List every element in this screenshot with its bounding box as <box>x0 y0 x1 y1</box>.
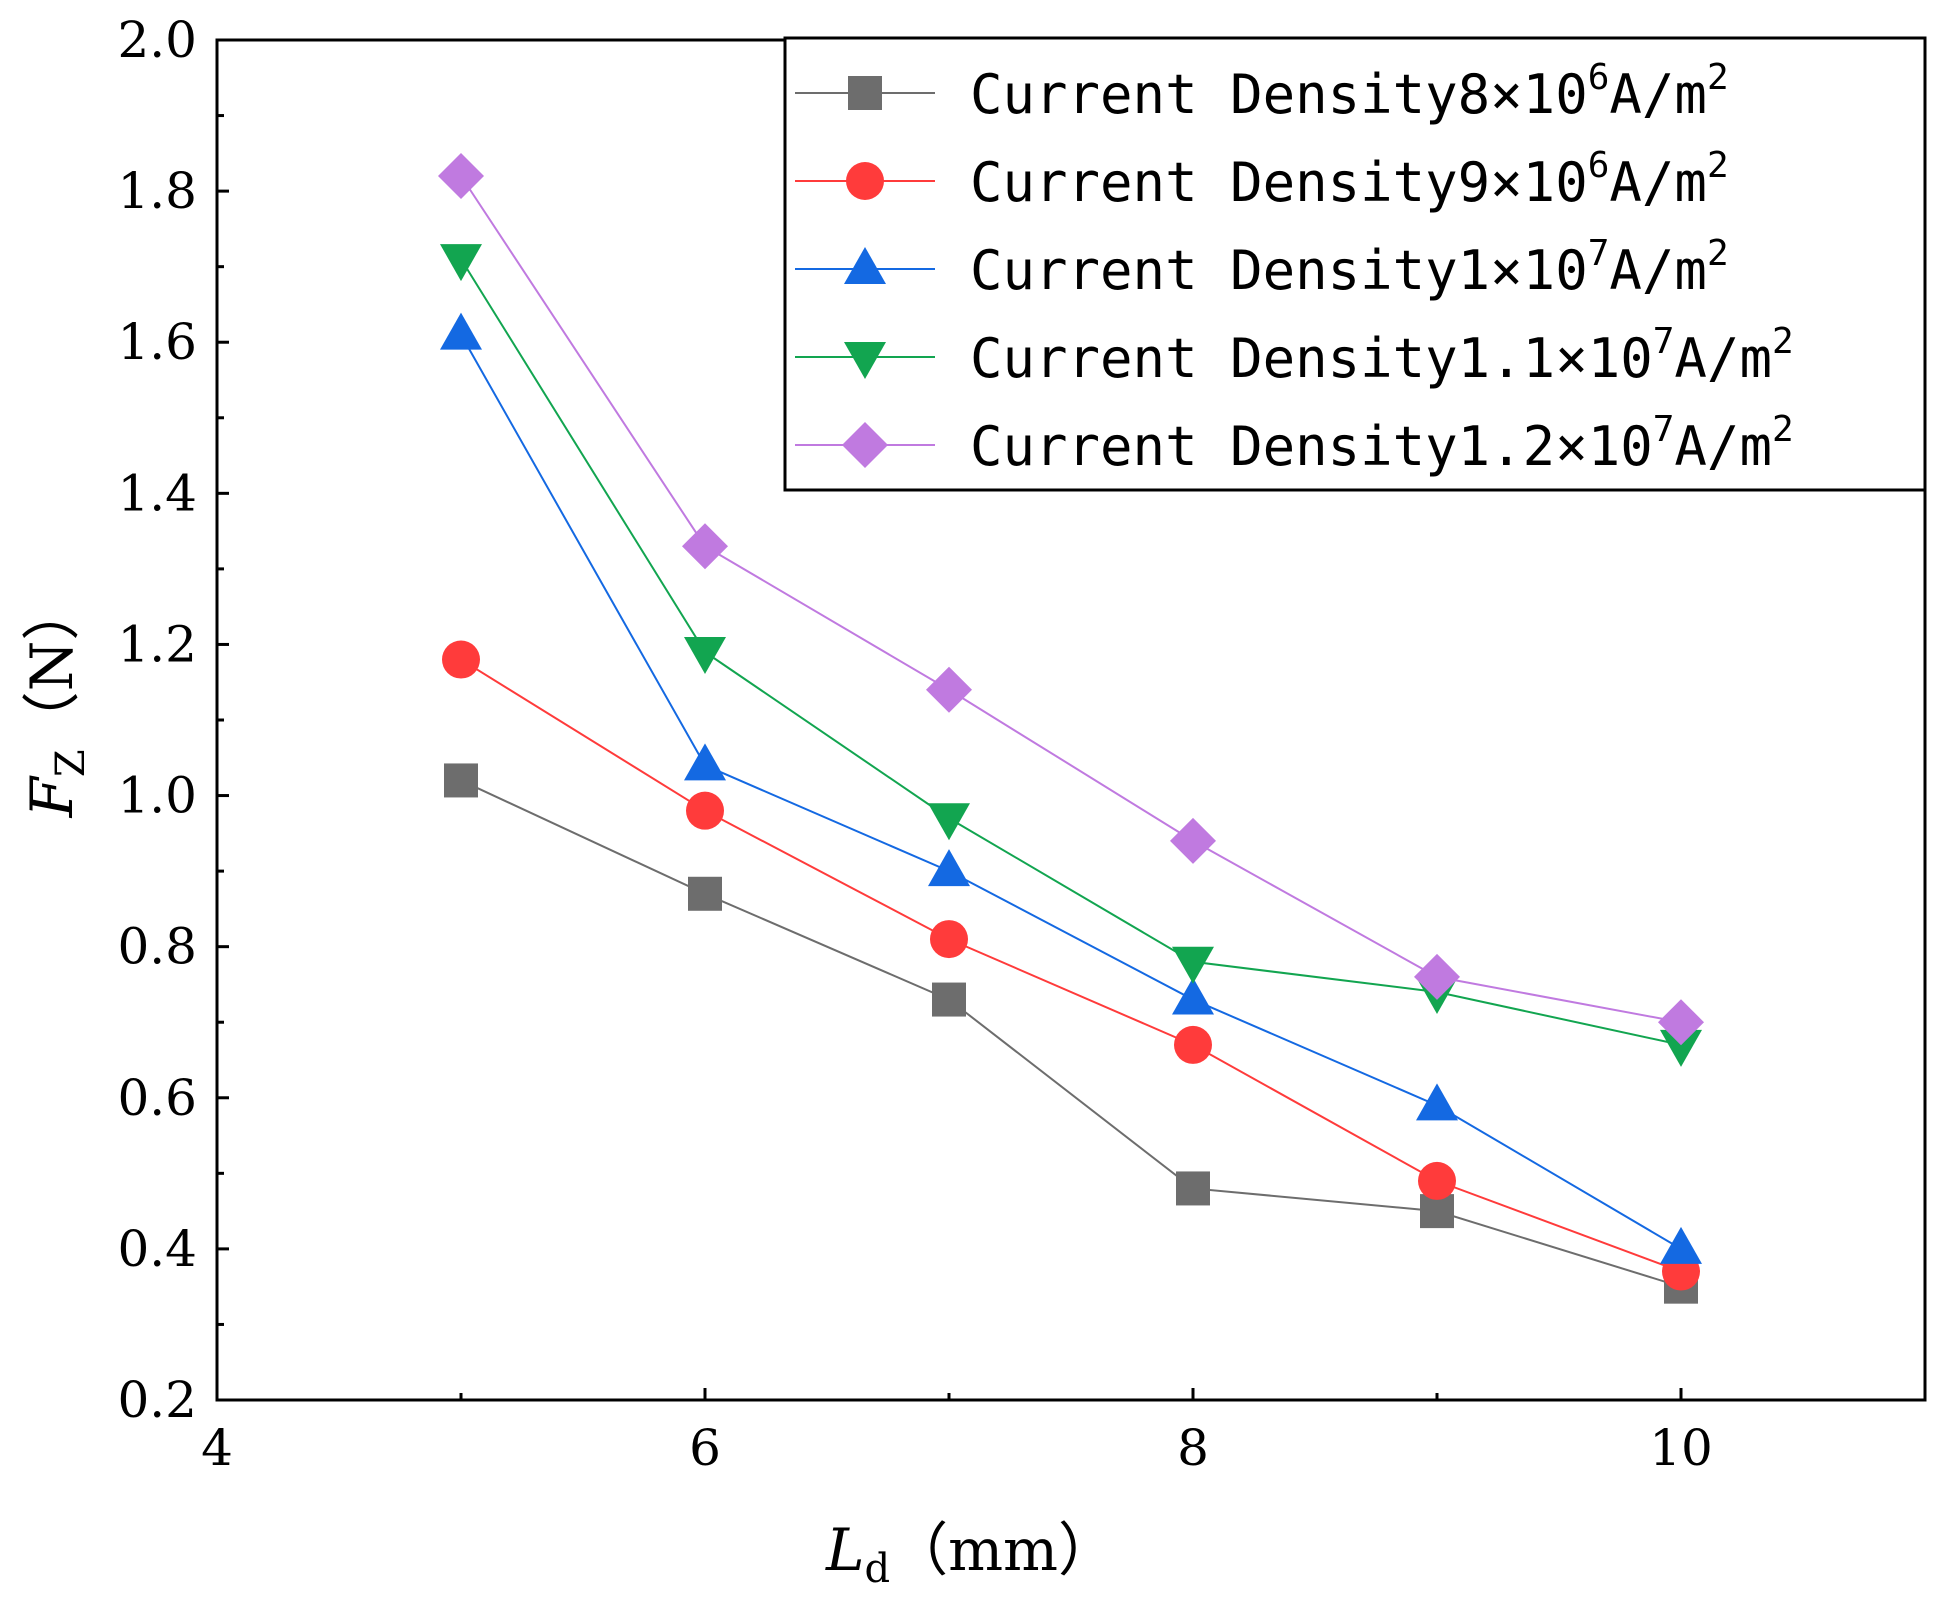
y-axis-title: FZ（N） <box>18 583 94 819</box>
legend-label-base: Current Density1×10 <box>970 239 1588 302</box>
y-tick-label: 1.6 <box>117 313 197 371</box>
marker-square <box>932 982 966 1017</box>
marker-diamond <box>1414 953 1460 1000</box>
legend-label-unit: A/m <box>1674 327 1772 390</box>
marker-triangle-down <box>844 342 886 379</box>
y-axis-title-sub: Z <box>48 749 94 777</box>
y-tick-label: 1.0 <box>117 767 197 825</box>
legend-box <box>783 36 1927 492</box>
series-line <box>460 175 1682 1024</box>
x-tick-label: 4 <box>201 1419 233 1477</box>
legend-label-exp: 6 <box>1588 57 1610 98</box>
legend-label-base: Current Density8×10 <box>970 63 1588 126</box>
axis-ticks: 0.2 0.4 0.6 0.8 1.0 1.2 1.4 1.6 1.8 2.0 4 6 8 10 <box>117 11 1712 1477</box>
marker-triangle-up <box>1172 977 1214 1015</box>
marker-circle <box>1174 1025 1212 1064</box>
marker-triangle-down <box>684 637 726 674</box>
marker-circle <box>686 791 724 830</box>
legend-label-unit-exp: 2 <box>1707 145 1729 186</box>
legend-item-2: Current Density9×106A/m2 <box>795 145 1729 214</box>
series-line <box>460 779 1682 1288</box>
series-line <box>460 258 1682 1046</box>
legend-label-exp: 7 <box>1653 321 1675 362</box>
y-tick-label: 2.0 <box>117 11 197 69</box>
legend-item-5: Current Density1.2×107A/m2 <box>795 409 1794 478</box>
series-line <box>460 334 1682 1250</box>
marker-triangle-down <box>440 244 482 282</box>
marker-circle <box>930 920 968 959</box>
legend-label: Current Density8×106A/m2 <box>970 57 1729 126</box>
legend-label: Current Density1.1×107A/m2 <box>970 321 1794 390</box>
marker-triangle-up <box>684 743 726 781</box>
y-tick-label: 0.2 <box>117 1371 197 1429</box>
legend-label-base: Current Density9×10 <box>970 151 1588 214</box>
legend-label-exp: 6 <box>1588 145 1610 186</box>
x-tick-label: 6 <box>689 1419 721 1477</box>
series-line <box>460 658 1682 1273</box>
y-tick-label: 1.8 <box>117 162 197 220</box>
legend-label-exp: 7 <box>1588 233 1610 274</box>
marker-circle <box>442 640 480 679</box>
legend-label-base: Current Density1.1×10 <box>970 327 1653 390</box>
series-1 <box>444 763 1698 1304</box>
legend-item-1: Current Density8×106A/m2 <box>795 57 1729 126</box>
series-3 <box>440 312 1702 1264</box>
y-tick-label: 1.2 <box>117 615 197 673</box>
x-axis-title-sub: d <box>864 1546 890 1592</box>
marker-triangle-up <box>1416 1083 1458 1121</box>
axis-titles: Ld（mm） FZ（N） <box>18 583 1116 1592</box>
legend-label-unit: A/m <box>1674 415 1772 478</box>
y-tick-label: 0.6 <box>117 1069 197 1127</box>
legend-label: Current Density9×106A/m2 <box>970 145 1729 214</box>
marker-triangle-down <box>1660 1029 1702 1067</box>
marker-diamond <box>1170 817 1216 864</box>
marker-square <box>1176 1171 1210 1206</box>
marker-triangle-down <box>1172 946 1214 984</box>
legend-label: Current Density1×107A/m2 <box>970 233 1729 302</box>
x-axis-title-unit: （mm） <box>890 1516 1116 1584</box>
legend-label-exp: 7 <box>1653 409 1675 450</box>
legend-label-unit-exp: 2 <box>1772 409 1794 450</box>
legend-label-unit-exp: 2 <box>1707 57 1729 98</box>
marker-square <box>688 876 722 911</box>
legend-label-unit: A/m <box>1609 151 1707 214</box>
marker-diamond <box>1658 999 1704 1046</box>
legend-label-unit: A/m <box>1609 239 1707 302</box>
series-group <box>438 153 1704 1304</box>
marker-triangle-down <box>928 803 970 841</box>
marker-triangle-up <box>1660 1226 1702 1264</box>
marker-diamond <box>682 523 728 570</box>
x-tick-label: 8 <box>1177 1419 1209 1477</box>
y-tick-label: 0.4 <box>117 1220 197 1278</box>
y-tick-label: 1.4 <box>117 464 197 522</box>
legend-label-base: Current Density1.2×10 <box>970 415 1653 478</box>
legend-label-unit-exp: 2 <box>1707 233 1729 274</box>
marker-diamond <box>438 153 484 199</box>
legend-label: Current Density1.2×107A/m2 <box>970 409 1794 478</box>
legend-item-4: Current Density1.1×107A/m2 <box>795 321 1794 390</box>
legend-label-unit-exp: 2 <box>1772 321 1794 362</box>
x-tick-label: 10 <box>1649 1419 1713 1477</box>
marker-diamond <box>926 666 972 713</box>
x-axis-title: Ld（mm） <box>825 1516 1116 1592</box>
legend-item-3: Current Density1×107A/m2 <box>795 233 1729 302</box>
y-tick-label: 0.8 <box>117 918 197 976</box>
marker-square <box>444 763 478 798</box>
marker-square <box>848 76 882 110</box>
marker-triangle-up <box>844 247 886 284</box>
series-2 <box>442 640 1700 1291</box>
marker-triangle-up <box>928 849 970 887</box>
marker-triangle-up <box>440 312 482 350</box>
marker-circle <box>846 162 884 200</box>
y-axis-title-unit: （N） <box>18 583 86 750</box>
legend-label-unit: A/m <box>1609 63 1707 126</box>
marker-diamond <box>842 422 888 468</box>
marker-circle <box>1418 1161 1456 1200</box>
x-axis-title-main: L <box>825 1516 865 1584</box>
series-5 <box>438 153 1704 1046</box>
y-axis-title-main: F <box>18 775 86 818</box>
